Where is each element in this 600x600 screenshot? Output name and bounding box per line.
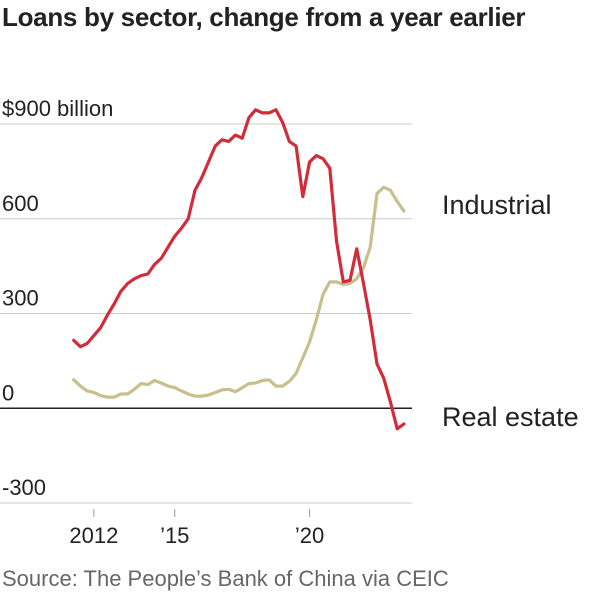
- line-chart: $900 billion 600 300 0 -300 2012 ’15 ’20 Indus…: [0, 96, 579, 548]
- y-tick-label: 600: [2, 191, 39, 216]
- series-line-real-estate: [72, 108, 406, 431]
- series-label-real-estate: Real estate: [442, 402, 579, 432]
- chart-title: Loans by sector, change from a year earl…: [2, 2, 526, 32]
- y-axis-labels: $900 billion 600 300 0 -300: [2, 96, 113, 500]
- y-tick-label: 300: [2, 286, 39, 311]
- x-axis-labels: 2012 ’15 ’20: [69, 509, 324, 548]
- gridlines: [0, 123, 412, 504]
- series-line-industrial: [72, 185, 406, 399]
- x-tick-label: 2012: [69, 523, 118, 548]
- y-tick-label: 0: [2, 380, 14, 405]
- series-label-industrial: Industrial: [442, 190, 552, 220]
- y-tick-label: -300: [2, 475, 46, 500]
- x-tick-label: ’15: [160, 523, 189, 548]
- series-lines: [72, 108, 406, 431]
- x-tick-label: ’20: [295, 523, 324, 548]
- y-tick-label: $900 billion: [2, 96, 113, 121]
- source-note: Source: The People’s Bank of China via C…: [2, 566, 449, 591]
